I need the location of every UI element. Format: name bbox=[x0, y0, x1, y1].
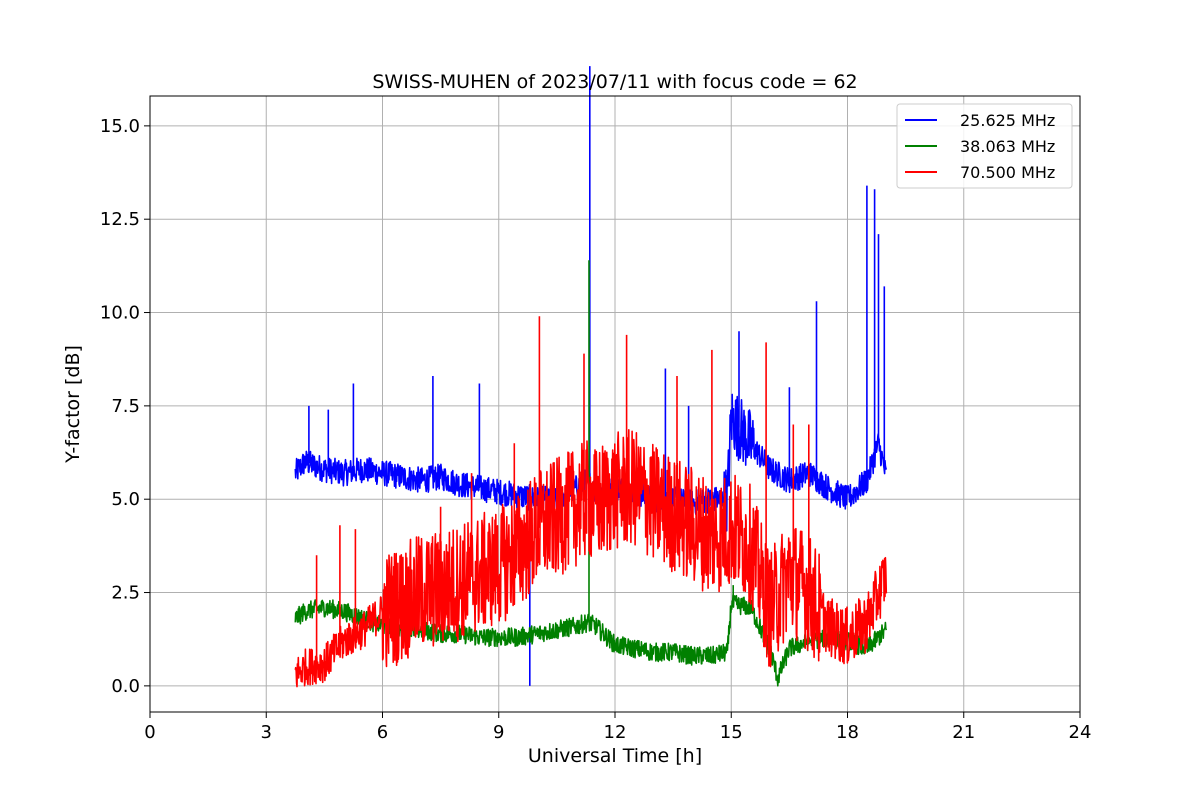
ticks: 0 3 6 9 12 15 18 21 24 0.0 2.5 5.0 7.5 10.0 12.5 15.0 bbox=[100, 116, 1092, 743]
y-tick-label: 7.5 bbox=[111, 396, 140, 417]
plot-area bbox=[294, 66, 888, 688]
x-tick-label: 24 bbox=[1069, 722, 1092, 743]
y-tick-label: 12.5 bbox=[100, 209, 140, 230]
x-tick-label: 18 bbox=[836, 722, 859, 743]
chart-title: SWISS-MUHEN of 2023/07/11 with focus cod… bbox=[372, 71, 857, 93]
legend-box bbox=[896, 103, 1073, 189]
y-tick-label: 2.5 bbox=[111, 583, 140, 604]
x-tick-label: 12 bbox=[604, 722, 627, 743]
legend-label: 38.063 MHz bbox=[960, 137, 1055, 156]
legend-label: 70.500 MHz bbox=[960, 163, 1055, 182]
x-tick-label: 9 bbox=[493, 722, 504, 743]
y-tick-label: 5.0 bbox=[111, 489, 140, 510]
x-tick-label: 21 bbox=[952, 722, 975, 743]
x-tick-label: 0 bbox=[144, 722, 155, 743]
x-tick-label: 6 bbox=[377, 722, 388, 743]
y-axis-label: Y-factor [dB] bbox=[62, 345, 84, 464]
x-axis-label: Universal Time [h] bbox=[528, 745, 702, 767]
legend: 25.625 MHz 38.063 MHz 70.500 MHz bbox=[896, 103, 1073, 189]
y-tick-label: 0.0 bbox=[111, 676, 140, 697]
x-tick-label: 15 bbox=[720, 722, 743, 743]
series-line bbox=[294, 316, 888, 688]
y-tick-label: 15.0 bbox=[100, 116, 140, 137]
x-tick-label: 3 bbox=[261, 722, 272, 743]
legend-label: 25.625 MHz bbox=[960, 111, 1055, 130]
y-tick-label: 10.0 bbox=[100, 303, 140, 324]
